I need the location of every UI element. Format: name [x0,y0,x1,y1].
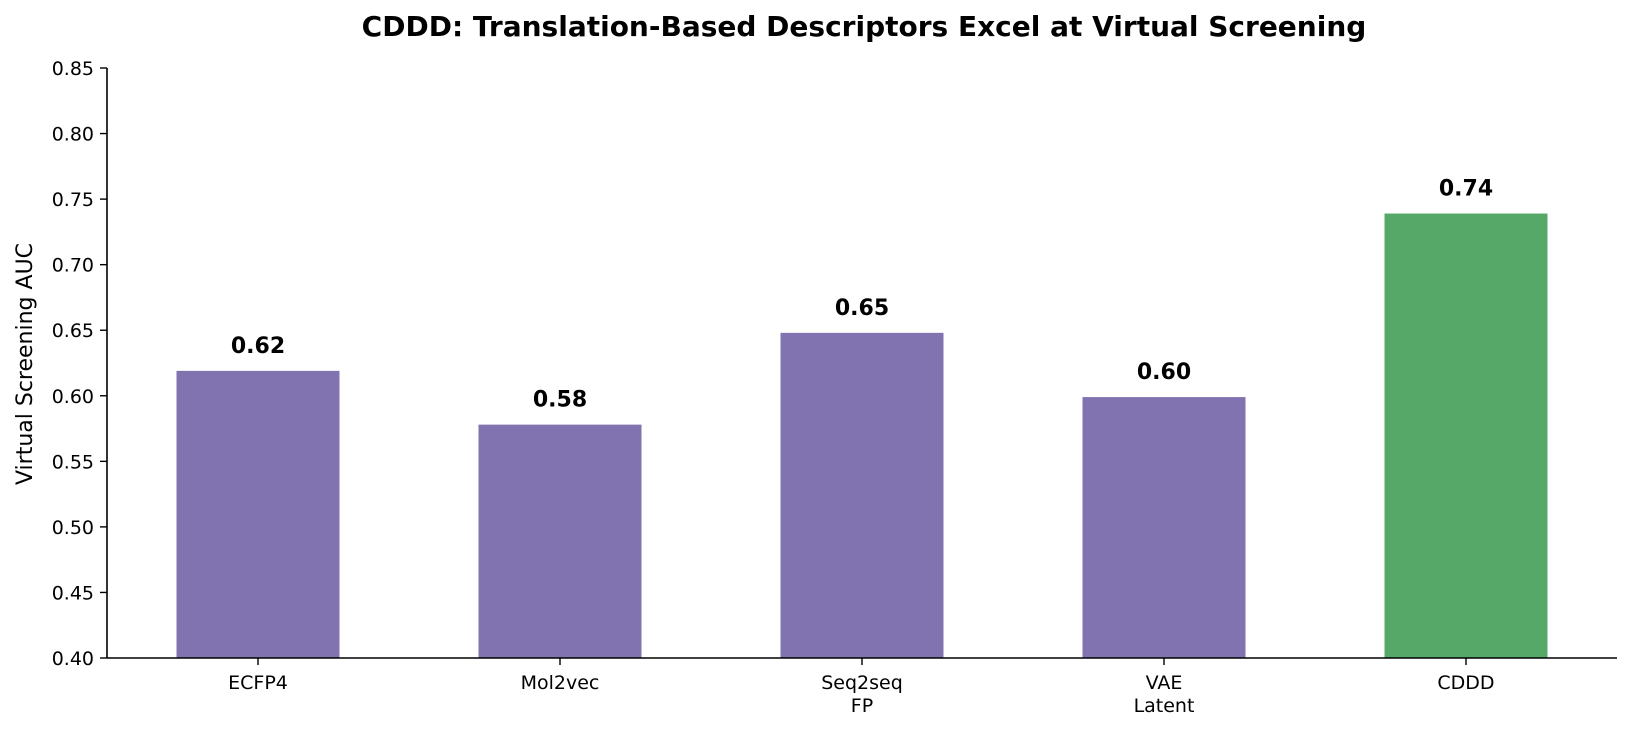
bars [176,213,1548,659]
bar [478,424,642,658]
x-tick-label: Seq2seq FP [821,672,903,717]
bar-value-label: 0.65 [835,296,889,321]
y-tick-label: 0.85 [52,58,94,80]
x-axis-ticks: ECFP4 Mol2vec Seq2seq FP VAE Latent CDDD [228,658,1495,717]
bar-value-label: 0.62 [231,334,285,359]
bar-value-label: 0.58 [533,388,587,413]
x-tick-label-line: Latent [1134,695,1195,717]
y-tick-label: 0.55 [52,451,94,473]
bar [1384,213,1548,659]
y-tick-label: 0.75 [52,189,94,211]
x-tick-label: VAE Latent [1134,672,1195,717]
x-tick-label-line: VAE [1146,672,1183,694]
y-tick-label: 0.45 [52,582,94,604]
y-axis-ticks: 0.40 0.45 0.50 0.55 0.60 0.65 0.70 0.75 0.80 0.85 [52,58,107,670]
value-labels: 0.62 0.58 0.65 0.60 0.74 [231,177,1493,413]
x-tick-label-line: ECFP4 [228,672,288,694]
y-tick-label: 0.80 [52,124,94,146]
bar [176,370,340,658]
x-tick-label: ECFP4 [228,672,288,694]
x-tick-label: Mol2vec [521,672,600,694]
x-tick-label-line: Seq2seq [821,672,903,694]
bar [780,332,944,658]
x-tick-label-line: CDDD [1437,672,1494,694]
y-tick-label: 0.40 [52,648,94,670]
y-tick-label: 0.65 [52,320,94,342]
x-tick-label: CDDD [1437,672,1494,694]
bar [1082,397,1246,658]
y-tick-label: 0.70 [52,255,94,277]
chart-title: CDDD: Translation-Based Descriptors Exce… [362,10,1367,43]
x-tick-label-line: FP [851,695,873,717]
y-tick-label: 0.50 [52,517,94,539]
y-tick-label: 0.60 [52,386,94,408]
bar-value-label: 0.74 [1439,177,1493,202]
x-tick-label-line: Mol2vec [521,672,600,694]
bar-value-label: 0.60 [1137,360,1191,385]
y-axis-label: Virtual Screening AUC [13,243,38,485]
